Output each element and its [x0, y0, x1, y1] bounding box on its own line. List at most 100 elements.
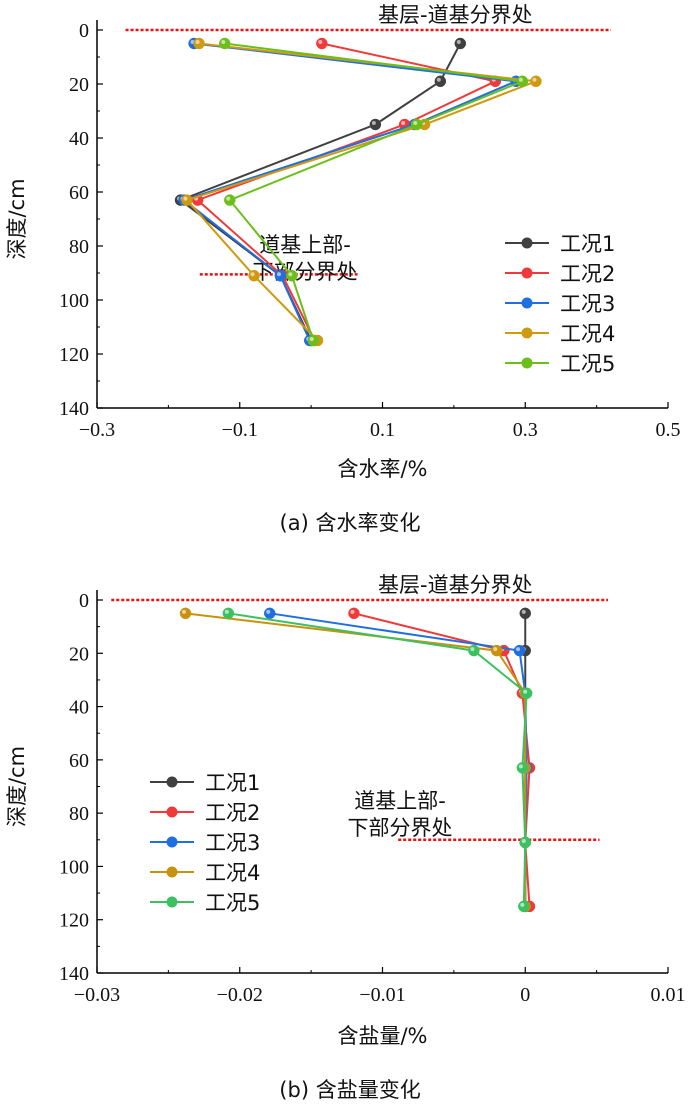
series-line: [353, 612, 531, 907]
legend-label: 工况5: [560, 352, 615, 376]
boundary-label: 道基上部- 下部分界处: [348, 789, 453, 840]
data-point: [369, 118, 382, 131]
data-point-highlight: [532, 77, 537, 82]
y-tick-label: 120: [59, 344, 89, 366]
legend-label: 工况4: [560, 322, 615, 346]
series-line: [269, 612, 528, 907]
legend-marker: [166, 836, 178, 848]
data-point: [181, 194, 193, 206]
data-point-highlight: [183, 196, 188, 201]
data-point-highlight: [276, 272, 281, 277]
data-point: [520, 687, 533, 699]
y-tick-label: 40: [69, 697, 89, 719]
series-3: 工况3: [178, 37, 615, 347]
y-tick-label: 140: [59, 963, 89, 985]
x-tick-label: 0: [520, 984, 530, 1006]
data-point-highlight: [266, 609, 271, 614]
y-tick-label: 20: [69, 74, 89, 96]
data-point-highlight: [401, 121, 406, 125]
data-point: [516, 75, 529, 88]
data-point-highlight: [456, 40, 461, 44]
data-point-highlight: [521, 838, 526, 843]
data-point-highlight: [224, 609, 229, 614]
y-tick-label: 0: [79, 590, 89, 612]
chart-b: 0 20 40 60 80 100 120 140−0.03 −0.02 −0.01 0 0.01 含盐…: [5, 573, 686, 1102]
chart-a: 0 20 40 60 80 100 120 140−0.3 −0.1 0.1 0.3 0.5 含水率/%…: [5, 3, 681, 535]
x-tick-label: −0.01: [359, 984, 405, 1006]
data-point: [490, 644, 503, 657]
y-axis-label: 深度/cm: [5, 746, 29, 827]
legend-label: 工况1: [205, 771, 260, 795]
x-tick-label: −0.3: [79, 419, 115, 441]
data-point-highlight: [250, 272, 255, 277]
data-point: [454, 37, 467, 50]
chart-caption: (a) 含水率变化: [280, 511, 421, 535]
legend-marker: [521, 327, 533, 339]
y-tick-label: 80: [69, 236, 89, 258]
series-line: [224, 42, 527, 341]
x-tick-label: 0.01: [651, 984, 686, 1006]
data-point-highlight: [520, 902, 525, 907]
legend-label: 工况4: [205, 861, 260, 885]
data-point: [518, 900, 530, 913]
x-axis-label: 含水率/%: [337, 457, 427, 481]
x-tick-label: 0.1: [370, 419, 395, 441]
legend-marker: [166, 776, 178, 788]
y-tick-label: 140: [59, 398, 89, 420]
legend-label: 工况5: [205, 891, 260, 915]
y-tick-label: 60: [69, 182, 89, 204]
boundary-label: 道基上部-下部分界处: [253, 233, 358, 284]
series-5: 工况5: [150, 607, 533, 915]
boundary-label-line: 道基上部-: [354, 789, 446, 813]
data-point-highlight: [226, 196, 231, 201]
x-tick-label: −0.1: [222, 419, 258, 441]
legend-label: 工况2: [205, 801, 260, 825]
data-point-highlight: [523, 689, 528, 694]
data-point: [193, 37, 205, 50]
data-point: [348, 607, 360, 620]
x-tick-label: 0.5: [656, 419, 681, 441]
data-point-highlight: [182, 609, 187, 614]
data-point-highlight: [413, 121, 418, 125]
y-tick-label: 40: [69, 128, 89, 150]
data-point: [516, 762, 529, 774]
data-point-highlight: [318, 40, 323, 44]
data-point: [316, 37, 328, 50]
series-2: 工况2: [191, 37, 615, 347]
legend-label: 工况3: [560, 292, 615, 316]
legend-label: 工况2: [560, 262, 615, 286]
data-point: [307, 334, 320, 347]
data-point: [274, 269, 287, 282]
data-point-highlight: [516, 647, 521, 652]
y-tick-label: 100: [59, 856, 89, 878]
data-point: [411, 118, 423, 131]
legend-marker: [166, 806, 178, 818]
x-tick-label: −0.02: [217, 984, 263, 1006]
data-point-highlight: [221, 40, 226, 44]
data-point-highlight: [470, 647, 475, 652]
boundary-label-line: 下部分界处: [348, 816, 453, 840]
legend-label: 工况3: [205, 831, 260, 855]
data-point: [513, 644, 526, 657]
data-point-highlight: [309, 337, 314, 341]
legend-marker: [521, 297, 533, 309]
data-point: [286, 269, 298, 282]
y-tick-label: 120: [59, 910, 89, 932]
data-point-highlight: [518, 77, 523, 82]
data-point: [248, 269, 260, 282]
data-point-highlight: [288, 272, 293, 277]
series-line: [195, 42, 499, 341]
data-point: [224, 194, 236, 206]
y-tick-label: 0: [79, 20, 89, 42]
series-5: 工况5: [219, 37, 615, 376]
data-point: [468, 644, 480, 657]
series-line: [185, 42, 537, 342]
data-point-highlight: [521, 609, 526, 614]
series-line: [228, 612, 528, 907]
y-tick-label: 100: [59, 290, 89, 312]
data-point-highlight: [518, 764, 523, 769]
data-point: [434, 75, 447, 88]
series-1: 工况1: [174, 37, 615, 347]
legend-marker: [166, 866, 178, 878]
chart-caption: (b) 含盐量变化: [279, 1078, 420, 1102]
